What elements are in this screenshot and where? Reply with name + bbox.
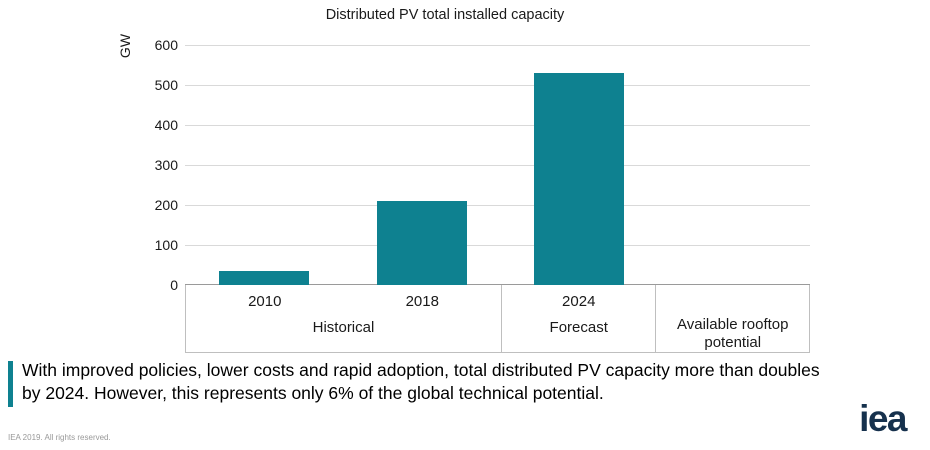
- plot-area: [185, 45, 810, 285]
- chart-title: Distributed PV total installed capacity: [325, 7, 565, 23]
- axis-group-potential: Available rooftop potential: [655, 285, 809, 352]
- gridline: [185, 85, 810, 86]
- year-labels: 2024: [502, 285, 656, 317]
- gridline: [185, 45, 810, 46]
- group-label-potential: Available rooftop potential: [677, 316, 789, 351]
- y-tick-label: 400: [154, 117, 178, 133]
- category-label-2018: 2018: [405, 292, 439, 310]
- gridline: [185, 165, 810, 166]
- gridline: [185, 125, 810, 126]
- group-label-forecast: Forecast: [549, 319, 608, 336]
- year-labels: [656, 285, 809, 314]
- y-tick-label: 300: [154, 157, 178, 173]
- category-label-2010: 2010: [248, 292, 282, 310]
- key-message-text: With improved policies, lower costs and …: [22, 360, 820, 403]
- category-axis: 2010 2018 Historical 2024 Forecast Avail…: [185, 285, 810, 353]
- copyright-text: IEA 2019. All rights reserved.: [8, 433, 111, 442]
- y-tick-label: 500: [154, 77, 178, 93]
- gridline: [185, 245, 810, 246]
- bar-2010: [219, 271, 309, 285]
- accent-bar: [8, 361, 13, 407]
- bar-2018: [377, 201, 467, 285]
- bar-2024: [534, 73, 624, 285]
- y-tick-label: 200: [154, 197, 178, 213]
- iea-logo: iea: [859, 398, 907, 439]
- axis-group-forecast: 2024 Forecast: [500, 285, 656, 352]
- axis-group-historical: 2010 2018 Historical: [186, 285, 501, 352]
- y-tick-label: 100: [154, 237, 178, 253]
- group-label-historical: Historical: [312, 319, 375, 336]
- year-labels: 2010 2018: [186, 285, 501, 317]
- y-tick-label: 600: [154, 37, 178, 53]
- gridline: [185, 284, 810, 285]
- category-label-2024: 2024: [562, 292, 596, 310]
- y-tick-label: 0: [170, 277, 178, 293]
- gridline: [185, 205, 810, 206]
- y-axis-ticks: 0 100 200 300 400 500 600: [120, 37, 178, 293]
